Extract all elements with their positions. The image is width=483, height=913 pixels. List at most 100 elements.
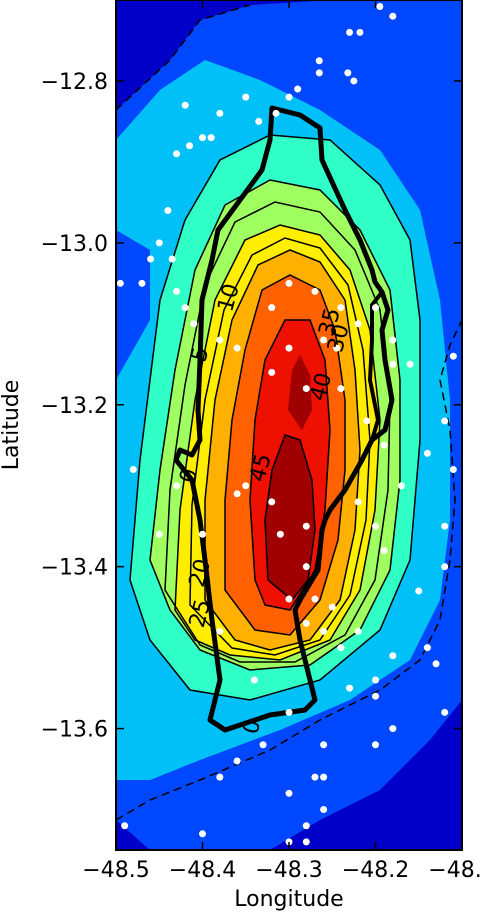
station-point <box>276 530 284 538</box>
station-point <box>372 692 379 700</box>
station-point <box>311 773 319 781</box>
x-tick-label: −48.5 <box>82 858 149 883</box>
y-tick-label: −13.0 <box>41 232 108 257</box>
x-tick-label: −48.3 <box>255 858 322 883</box>
station-point <box>302 619 310 627</box>
y-tick-label: −13.4 <box>41 556 108 581</box>
station-point <box>285 595 293 603</box>
contour-label: 0 <box>239 717 267 737</box>
station-point <box>181 101 189 109</box>
station-point <box>190 320 198 328</box>
station-point <box>320 741 328 749</box>
station-point <box>216 627 224 635</box>
station-point <box>372 304 379 312</box>
station-point <box>121 822 129 830</box>
station-point <box>354 498 362 506</box>
station-point <box>173 287 181 295</box>
x-axis-label: Longitude <box>234 887 343 912</box>
station-point <box>259 741 267 749</box>
station-point <box>155 239 163 247</box>
station-point <box>311 287 319 295</box>
station-point <box>129 466 137 474</box>
station-point <box>216 336 224 344</box>
station-point <box>250 676 258 684</box>
x-tick-label: −48.1 <box>428 858 483 883</box>
station-point <box>216 109 224 117</box>
contour-line-5 <box>129 134 421 701</box>
station-point <box>449 466 457 474</box>
station-point <box>380 441 388 449</box>
contour-line-40 <box>249 319 331 611</box>
station-point <box>320 806 328 814</box>
station-point <box>432 660 440 668</box>
station-point <box>315 57 323 65</box>
station-point <box>181 304 189 312</box>
station-point <box>346 28 354 36</box>
station-point <box>285 344 293 352</box>
station-point <box>168 255 176 263</box>
contour-label: 5 <box>187 345 215 365</box>
station-point <box>372 676 379 684</box>
y-axis-label: Latitude <box>0 380 24 471</box>
station-point <box>302 563 310 571</box>
station-point <box>207 134 215 142</box>
station-point <box>356 28 364 36</box>
station-point <box>350 77 358 85</box>
boundary-outline <box>173 105 395 733</box>
station-point <box>389 336 397 344</box>
station-point <box>199 830 206 838</box>
station-point <box>337 644 345 652</box>
station-point <box>233 344 241 352</box>
contour-line-15 <box>164 201 391 663</box>
contour-label: 0 <box>175 466 203 486</box>
station-point <box>415 587 423 595</box>
station-point <box>337 385 345 393</box>
station-point <box>272 109 280 117</box>
station-point <box>346 684 354 692</box>
station-point <box>441 522 449 530</box>
station-point <box>363 417 371 425</box>
station-point <box>233 490 241 498</box>
y-tick-label: −12.8 <box>41 70 108 95</box>
station-point <box>242 482 250 490</box>
station-point <box>302 838 310 846</box>
station-point <box>372 741 379 749</box>
station-point <box>389 360 397 368</box>
station-point <box>328 603 336 611</box>
station-point <box>302 522 310 530</box>
contour-fill-level-9-north <box>288 355 312 430</box>
contour-fill-level-9 <box>265 435 315 600</box>
station-point <box>389 12 397 20</box>
x-tick-label: −48.2 <box>342 858 409 883</box>
station-point <box>155 530 163 538</box>
station-point <box>389 725 397 733</box>
contour-line-45 <box>264 434 316 602</box>
station-point <box>320 336 328 344</box>
station-point <box>138 279 146 287</box>
station-point <box>302 822 310 830</box>
station-point <box>372 522 379 530</box>
y-tick-label: −13.6 <box>41 718 108 743</box>
station-point <box>449 352 457 360</box>
station-point <box>389 652 397 660</box>
station-point <box>199 134 206 142</box>
station-point <box>441 417 449 425</box>
station-point <box>173 482 181 490</box>
station-point <box>242 93 250 101</box>
contour-line-0b <box>116 319 462 821</box>
station-point <box>376 2 384 10</box>
station-point <box>285 789 293 797</box>
station-point <box>320 627 328 635</box>
station-point <box>268 368 276 376</box>
contour-line-30 <box>204 249 361 651</box>
station-point <box>423 449 431 457</box>
station-point <box>186 142 194 150</box>
contour-line-10 <box>149 179 401 671</box>
station-point <box>233 757 241 765</box>
station-point <box>406 360 414 368</box>
station-point <box>333 344 341 352</box>
station-point <box>354 320 362 328</box>
